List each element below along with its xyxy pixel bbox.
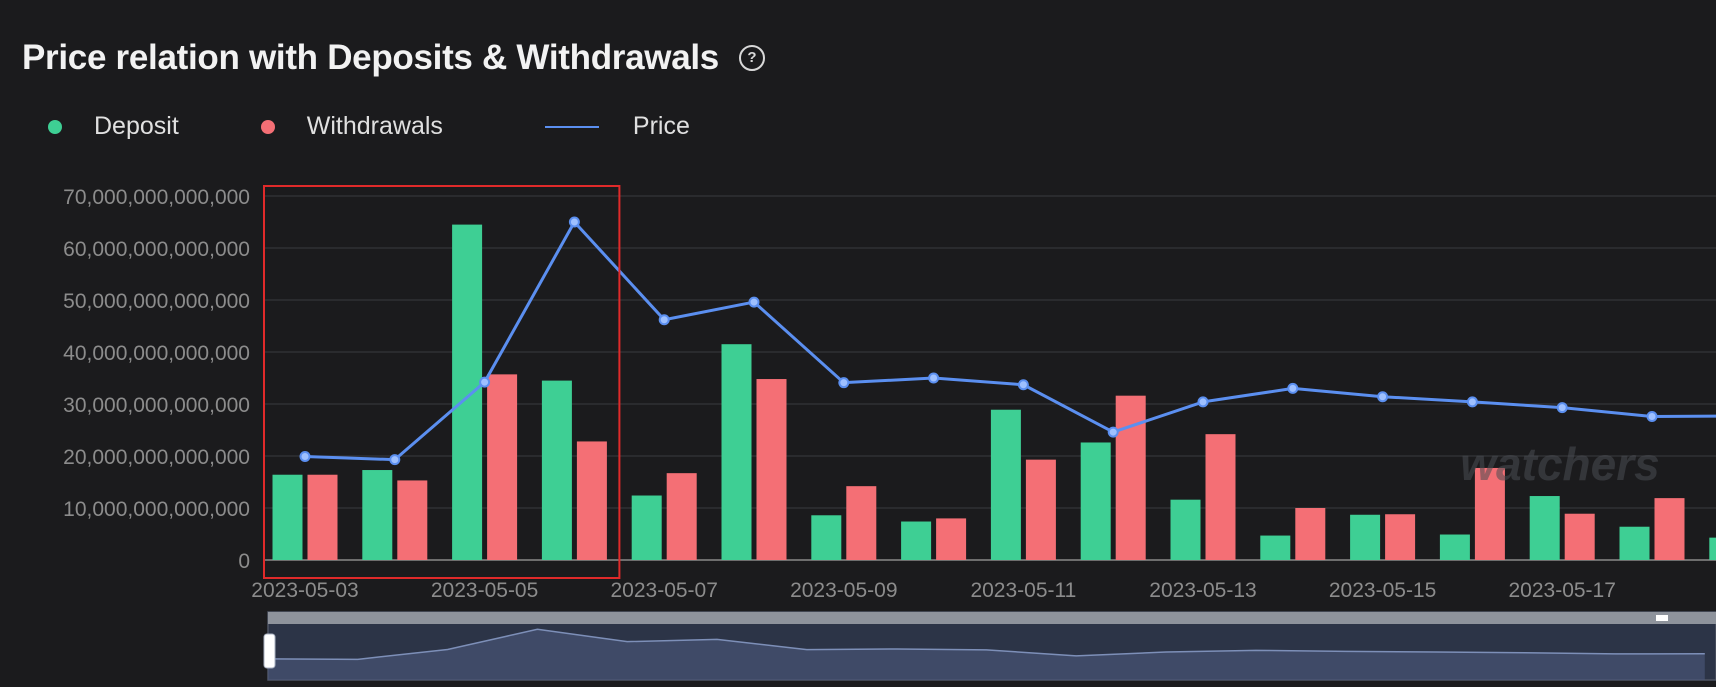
- zoom-slider-handle-bar[interactable]: [268, 612, 1716, 624]
- deposit-bar[interactable]: [811, 515, 842, 560]
- price-point[interactable]: [479, 376, 491, 388]
- deposit-bar[interactable]: [631, 495, 662, 560]
- legend-item-withdrawals[interactable]: Withdrawals: [260, 112, 443, 141]
- price-point[interactable]: [658, 314, 670, 326]
- legend-item-price[interactable]: Price: [544, 112, 690, 141]
- withdrawals-bar[interactable]: [1205, 434, 1236, 560]
- y-tick-label: 70,000,000,000,000: [63, 186, 250, 209]
- zoom-preview-line: [267, 628, 1705, 661]
- price-point[interactable]: [389, 454, 401, 466]
- deposit-bar[interactable]: [452, 224, 483, 560]
- deposit-bar[interactable]: [362, 470, 393, 560]
- chart-legend: Deposit Withdrawals Price: [48, 112, 690, 141]
- legend-label-withdrawals: Withdrawals: [306, 112, 443, 140]
- y-tick-label: 20,000,000,000,000: [63, 446, 250, 469]
- withdrawals-bar[interactable]: [1474, 467, 1505, 560]
- withdrawals-bar[interactable]: [846, 486, 877, 560]
- deposit-bar[interactable]: [541, 380, 572, 560]
- help-icon[interactable]: ?: [738, 45, 765, 71]
- withdrawals-bar[interactable]: [936, 518, 967, 560]
- deposit-bar[interactable]: [1260, 535, 1291, 560]
- x-tick-label: 2023-05-09: [790, 579, 897, 602]
- deposit-bar[interactable]: [1080, 442, 1111, 560]
- legend-line-price-icon: [544, 125, 599, 128]
- withdrawals-bar[interactable]: [756, 379, 787, 560]
- deposit-bar[interactable]: [1170, 499, 1201, 560]
- withdrawals-bar[interactable]: [1385, 514, 1416, 560]
- deposit-bar[interactable]: [1529, 496, 1560, 560]
- price-point[interactable]: [748, 296, 760, 308]
- withdrawals-bar[interactable]: [1654, 498, 1685, 560]
- zoom-slider-left-handle[interactable]: [263, 633, 276, 669]
- highlight-box: [263, 185, 621, 579]
- withdrawals-bar[interactable]: [1564, 513, 1595, 560]
- price-point[interactable]: [928, 372, 940, 384]
- x-tick-label: 2023-05-15: [1329, 579, 1436, 602]
- chart-header: Price relation with Deposits & Withdrawa…: [22, 38, 765, 78]
- legend-label-deposit: Deposit: [94, 112, 179, 140]
- deposit-bar[interactable]: [901, 521, 932, 560]
- x-tick-label: 2023-05-17: [1508, 579, 1615, 602]
- withdrawals-bar[interactable]: [576, 441, 607, 560]
- x-tick-label: 2023-05-11: [970, 579, 1076, 602]
- legend-dot-withdrawals-icon: [260, 119, 275, 134]
- deposit-bar[interactable]: [272, 474, 303, 560]
- price-point[interactable]: [568, 216, 580, 228]
- y-tick-label: 50,000,000,000,000: [63, 290, 250, 313]
- price-point[interactable]: [1556, 402, 1568, 414]
- deposit-bar[interactable]: [1619, 526, 1650, 560]
- x-tick-label: 2023-05-03: [251, 579, 358, 602]
- price-point[interactable]: [1287, 382, 1299, 394]
- price-point[interactable]: [1646, 410, 1658, 422]
- legend-label-price: Price: [632, 112, 690, 140]
- price-point[interactable]: [1017, 379, 1029, 391]
- withdrawals-bar[interactable]: [1295, 508, 1326, 560]
- deposit-bar[interactable]: [721, 344, 752, 560]
- x-tick-label: 2023-05-13: [1149, 579, 1256, 602]
- price-point[interactable]: [299, 451, 311, 463]
- withdrawals-bar[interactable]: [1025, 459, 1056, 560]
- deposit-bar[interactable]: [1709, 537, 1716, 560]
- withdrawals-bar[interactable]: [1115, 395, 1146, 560]
- y-tick-label: 10,000,000,000,000: [63, 498, 250, 521]
- price-point[interactable]: [1466, 396, 1478, 408]
- y-tick-label: 30,000,000,000,000: [63, 394, 250, 417]
- withdrawals-bar[interactable]: [666, 473, 697, 560]
- price-point[interactable]: [1107, 426, 1119, 438]
- price-point[interactable]: [1377, 391, 1389, 403]
- watermark-logo: watchers: [1460, 438, 1659, 490]
- x-tick-label: 2023-05-07: [610, 579, 717, 602]
- y-tick-label: 40,000,000,000,000: [63, 342, 250, 365]
- y-tick-label: 60,000,000,000,000: [63, 238, 250, 261]
- withdrawals-bar[interactable]: [397, 480, 428, 560]
- deposit-bar[interactable]: [1439, 534, 1470, 560]
- zoom-slider-grip-icon[interactable]: [1656, 615, 1668, 621]
- legend-dot-deposit-icon: [48, 119, 62, 134]
- deposit-bar[interactable]: [1350, 514, 1381, 560]
- legend-item-deposit[interactable]: Deposit: [48, 112, 179, 141]
- withdrawals-bar[interactable]: [487, 374, 518, 560]
- chart-title: Price relation with Deposits & Withdrawa…: [22, 38, 719, 77]
- withdrawals-bar[interactable]: [307, 474, 338, 560]
- deposit-bar[interactable]: [990, 409, 1021, 560]
- y-tick-label: 0: [238, 550, 250, 573]
- price-point[interactable]: [1197, 396, 1209, 408]
- price-point[interactable]: [838, 377, 850, 389]
- x-tick-label: 2023-05-05: [431, 579, 538, 602]
